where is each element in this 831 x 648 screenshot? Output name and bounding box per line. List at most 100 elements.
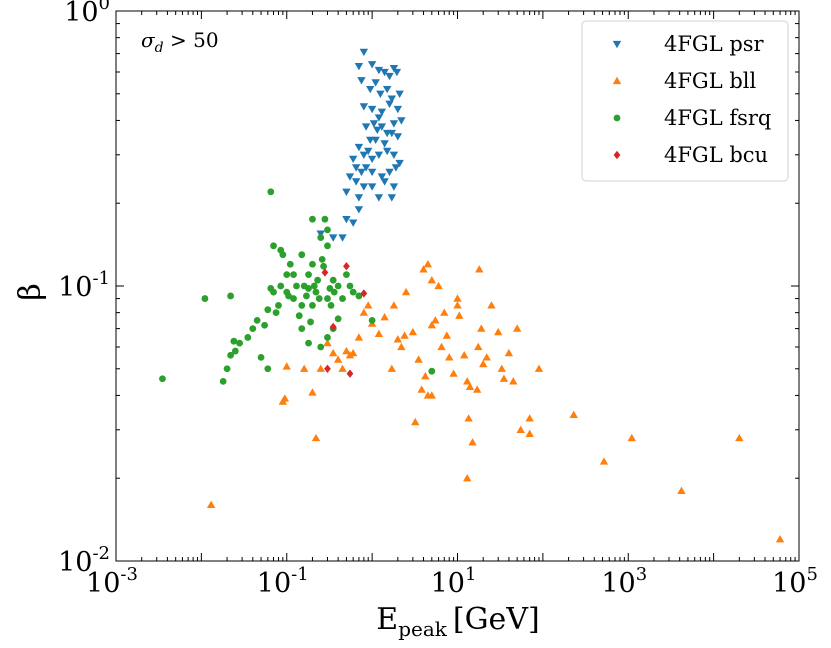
data-point <box>324 334 331 341</box>
data-point <box>400 331 409 339</box>
data-point <box>371 136 380 145</box>
data-point <box>499 374 509 382</box>
data-point <box>314 276 322 284</box>
data-point <box>359 183 369 191</box>
data-point <box>323 338 332 347</box>
data-point <box>261 321 268 329</box>
data-point <box>361 164 371 172</box>
data-point <box>334 315 342 323</box>
data-point <box>223 365 231 373</box>
data-point <box>460 351 469 359</box>
data-point <box>206 500 216 509</box>
y-tick-label: 10-2 <box>58 543 110 578</box>
data-point <box>389 120 399 128</box>
data-point <box>367 61 377 69</box>
data-point <box>305 271 312 279</box>
data-point <box>360 289 368 298</box>
data-point <box>487 301 496 309</box>
data-point <box>310 282 318 290</box>
data-point <box>464 414 473 422</box>
series-4fgl-bll <box>206 260 785 543</box>
data-point <box>309 260 316 268</box>
data-point <box>387 95 396 103</box>
data-point <box>298 251 306 259</box>
data-point <box>354 143 364 152</box>
data-point <box>627 433 636 442</box>
data-point <box>351 164 361 172</box>
data-point <box>354 206 364 214</box>
data-point <box>348 155 358 164</box>
data-point <box>264 306 272 314</box>
data-point <box>244 334 252 341</box>
x-tick-label: 101 <box>431 564 477 599</box>
data-point <box>324 295 331 302</box>
legend-entry: 4FGL fsrq <box>613 106 771 130</box>
data-point <box>303 292 310 300</box>
data-point <box>509 377 518 385</box>
data-point <box>395 159 404 168</box>
data-point <box>329 276 337 284</box>
data-point <box>342 188 351 197</box>
data-point <box>328 234 338 242</box>
data-point <box>282 362 291 370</box>
data-point <box>442 331 452 339</box>
data-point <box>338 364 347 372</box>
data-point <box>357 168 366 177</box>
data-point <box>373 126 382 134</box>
data-point <box>339 295 346 302</box>
data-point <box>569 410 578 418</box>
data-point <box>293 282 300 290</box>
data-point <box>401 287 411 296</box>
svg-text:Epeak[GeV]: Epeak [GeV] <box>376 602 539 641</box>
data-point <box>775 535 785 543</box>
data-point <box>346 282 354 290</box>
data-point <box>395 90 404 98</box>
data-point <box>449 369 458 377</box>
data-point <box>392 68 402 77</box>
data-point <box>318 255 326 263</box>
data-point <box>236 339 243 347</box>
data-point <box>317 234 325 241</box>
data-point <box>434 281 443 290</box>
x-tick-label: 10-1 <box>257 564 309 599</box>
data-point <box>374 151 384 159</box>
data-point <box>414 355 423 363</box>
data-point <box>333 355 343 363</box>
data-point <box>387 129 396 138</box>
data-point <box>351 178 361 186</box>
data-point <box>389 183 399 191</box>
data-point <box>427 321 436 329</box>
data-point <box>453 301 462 309</box>
data-point <box>408 327 418 336</box>
data-point <box>299 364 309 372</box>
data-point <box>311 433 321 442</box>
data-point <box>534 364 544 372</box>
legend-marker-triangle-down <box>612 40 622 49</box>
series-4fgl-psr <box>316 48 406 242</box>
x-axis-label: Epeak [GeV] <box>376 602 539 641</box>
minor-and-major-ticks <box>115 11 799 562</box>
data-point <box>455 311 464 319</box>
data-point <box>504 348 514 357</box>
data-point <box>431 316 440 324</box>
data-point <box>359 308 369 316</box>
data-point <box>380 313 389 321</box>
data-point <box>423 260 433 268</box>
data-point <box>354 194 364 202</box>
legend-marker-circle <box>613 114 621 122</box>
data-point <box>342 346 351 355</box>
data-point <box>382 85 392 94</box>
legend-label: 4FGL bll <box>664 69 756 93</box>
data-point <box>525 429 534 437</box>
data-point <box>361 123 371 131</box>
series-4fgl-fsrq <box>159 188 436 385</box>
data-point <box>377 123 387 131</box>
data-point <box>397 117 406 125</box>
data-point <box>317 343 325 351</box>
data-point <box>249 325 257 332</box>
data-point <box>677 486 686 494</box>
data-point <box>227 292 235 300</box>
data-point <box>354 333 364 341</box>
data-point <box>516 425 525 433</box>
legend-box <box>581 20 789 182</box>
